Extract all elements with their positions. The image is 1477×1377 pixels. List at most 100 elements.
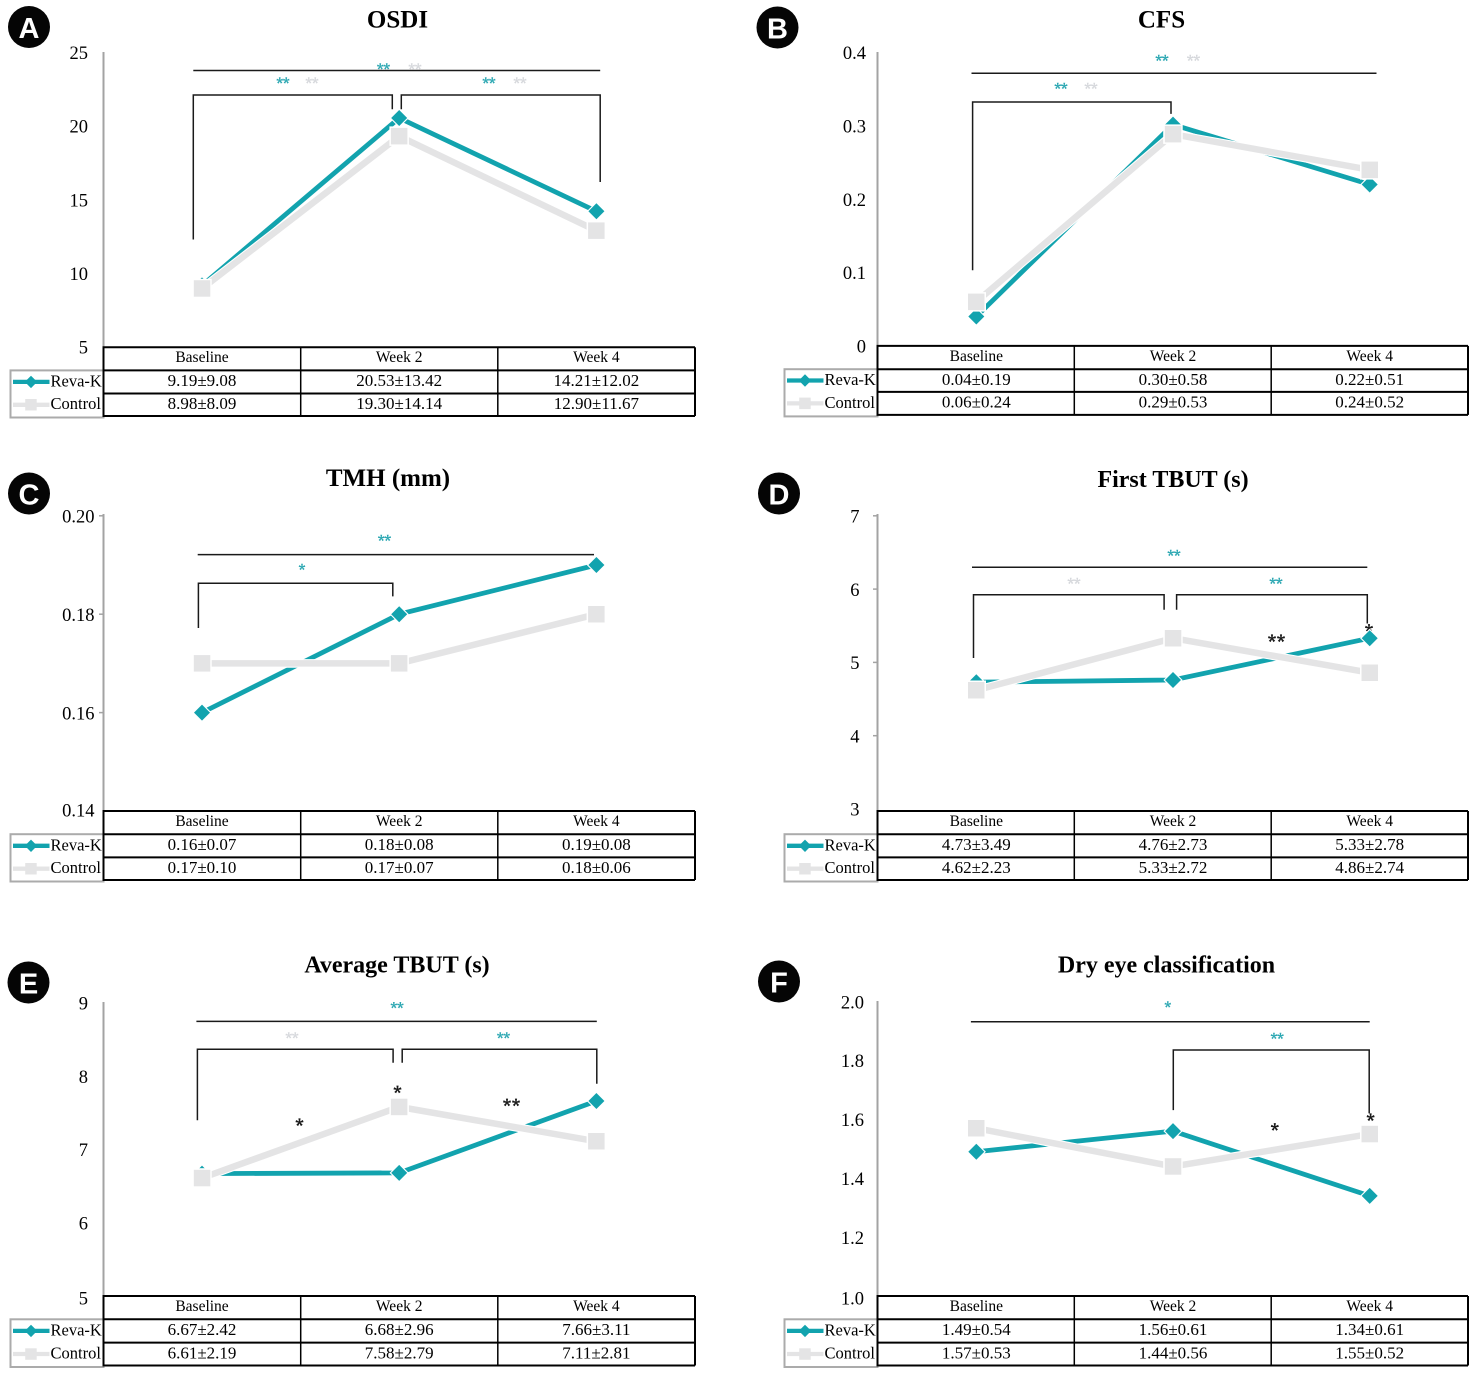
svg-text:6.67±2.42: 6.67±2.42 — [168, 1320, 237, 1339]
svg-text:F: F — [770, 968, 788, 1000]
svg-text:Week 2: Week 2 — [376, 1298, 423, 1315]
svg-text:6: 6 — [79, 1215, 88, 1235]
svg-text:E: E — [19, 969, 38, 1001]
svg-text:1.34±0.61: 1.34±0.61 — [1335, 1320, 1404, 1339]
svg-text:0.3: 0.3 — [843, 117, 866, 137]
svg-text:Reva-K: Reva-K — [51, 371, 102, 390]
svg-text:2.0: 2.0 — [841, 993, 864, 1013]
svg-text:4: 4 — [850, 728, 859, 748]
svg-text:Week 2: Week 2 — [1150, 348, 1197, 365]
svg-text:CFS: CFS — [1138, 7, 1185, 34]
svg-text:A: A — [19, 13, 40, 45]
svg-text:Average TBUT (s): Average TBUT (s) — [304, 953, 489, 979]
svg-text:20: 20 — [70, 118, 89, 138]
svg-text:6: 6 — [850, 581, 859, 601]
svg-text:First TBUT (s): First TBUT (s) — [1097, 467, 1248, 493]
svg-text:5.33±2.78: 5.33±2.78 — [1335, 835, 1404, 854]
svg-text:0.24±0.52: 0.24±0.52 — [1335, 393, 1404, 412]
svg-text:0: 0 — [857, 338, 866, 358]
svg-text:5: 5 — [850, 654, 859, 674]
svg-text:Baseline: Baseline — [175, 349, 228, 366]
svg-text:Week 2: Week 2 — [376, 813, 423, 830]
svg-text:5: 5 — [79, 339, 88, 359]
svg-text:Baseline: Baseline — [950, 348, 1003, 365]
svg-text:Reva-K: Reva-K — [825, 835, 876, 854]
svg-text:0.17±0.10: 0.17±0.10 — [168, 858, 237, 877]
svg-text:10: 10 — [70, 265, 89, 285]
svg-text:1.57±0.53: 1.57±0.53 — [942, 1343, 1011, 1362]
svg-text:0.16±0.07: 0.16±0.07 — [168, 835, 237, 854]
svg-text:14.21±12.02: 14.21±12.02 — [553, 371, 639, 390]
svg-text:7.11±2.81: 7.11±2.81 — [562, 1343, 630, 1362]
svg-text:12.90±11.67: 12.90±11.67 — [554, 394, 640, 413]
svg-text:Week 4: Week 4 — [573, 1298, 620, 1315]
svg-text:4.76±2.73: 4.76±2.73 — [1139, 835, 1208, 854]
svg-text:0.22±0.51: 0.22±0.51 — [1335, 370, 1404, 389]
svg-text:0.2: 0.2 — [843, 191, 866, 211]
svg-text:8: 8 — [79, 1068, 88, 1088]
svg-text:1.6: 1.6 — [841, 1111, 864, 1131]
svg-text:0.18±0.08: 0.18±0.08 — [365, 835, 434, 854]
svg-text:20.53±13.42: 20.53±13.42 — [356, 371, 442, 390]
svg-text:1.2: 1.2 — [841, 1229, 864, 1249]
svg-text:7.58±2.79: 7.58±2.79 — [365, 1343, 434, 1362]
svg-text:Week 2: Week 2 — [1150, 1298, 1197, 1315]
svg-text:0.4: 0.4 — [843, 44, 866, 64]
svg-text:Baseline: Baseline — [175, 813, 228, 830]
svg-text:Baseline: Baseline — [950, 1298, 1003, 1315]
svg-text:D: D — [769, 480, 790, 512]
svg-text:C: C — [19, 480, 40, 512]
svg-text:0.20: 0.20 — [62, 508, 94, 528]
svg-text:8.98±8.09: 8.98±8.09 — [168, 394, 237, 413]
svg-text:1.55±0.52: 1.55±0.52 — [1335, 1343, 1404, 1362]
svg-text:5: 5 — [79, 1289, 88, 1309]
svg-text:7: 7 — [79, 1141, 88, 1161]
svg-text:0.06±0.24: 0.06±0.24 — [942, 393, 1011, 412]
svg-text:B: B — [767, 14, 788, 46]
svg-text:Control: Control — [825, 1344, 876, 1363]
svg-text:1.44±0.56: 1.44±0.56 — [1139, 1343, 1208, 1362]
svg-text:9.19±9.08: 9.19±9.08 — [168, 371, 237, 390]
svg-text:Reva-K: Reva-K — [825, 1320, 876, 1339]
svg-text:Baseline: Baseline — [950, 813, 1003, 830]
svg-text:0.04±0.19: 0.04±0.19 — [942, 370, 1011, 389]
svg-text:Control: Control — [825, 858, 876, 877]
svg-text:19.30±14.14: 19.30±14.14 — [356, 394, 442, 413]
svg-text:9: 9 — [79, 995, 88, 1015]
svg-text:Control: Control — [825, 393, 876, 412]
svg-text:OSDI: OSDI — [367, 7, 428, 34]
svg-text:0.1: 0.1 — [843, 264, 866, 284]
svg-text:Week 2: Week 2 — [1150, 813, 1197, 830]
svg-text:Control: Control — [51, 858, 102, 877]
svg-text:0.29±0.53: 0.29±0.53 — [1139, 393, 1208, 412]
svg-text:7: 7 — [850, 508, 859, 528]
svg-text:Dry eye classification: Dry eye classification — [1058, 953, 1275, 979]
svg-text:Week 4: Week 4 — [1346, 813, 1393, 830]
svg-text:Control: Control — [51, 1344, 102, 1363]
svg-text:Week 4: Week 4 — [573, 349, 620, 366]
svg-text:0.19±0.08: 0.19±0.08 — [562, 835, 631, 854]
svg-text:Control: Control — [51, 394, 102, 413]
svg-text:Week 2: Week 2 — [376, 349, 423, 366]
svg-text:0.14: 0.14 — [62, 801, 94, 821]
svg-text:0.30±0.58: 0.30±0.58 — [1139, 370, 1208, 389]
svg-text:1.8: 1.8 — [841, 1052, 864, 1072]
svg-text:1.0: 1.0 — [841, 1289, 864, 1309]
svg-text:3: 3 — [850, 800, 859, 820]
svg-text:Week 4: Week 4 — [573, 813, 620, 830]
svg-text:0.16: 0.16 — [62, 704, 94, 724]
svg-text:0.18: 0.18 — [62, 606, 94, 626]
svg-text:TMH (mm): TMH (mm) — [326, 465, 450, 492]
svg-text:6.68±2.96: 6.68±2.96 — [365, 1320, 434, 1339]
svg-text:Reva-K: Reva-K — [825, 370, 876, 389]
svg-text:Baseline: Baseline — [175, 1298, 228, 1315]
svg-text:4.73±3.49: 4.73±3.49 — [942, 835, 1011, 854]
svg-text:4.86±2.74: 4.86±2.74 — [1335, 858, 1404, 877]
svg-text:4.62±2.23: 4.62±2.23 — [942, 858, 1011, 877]
svg-text:5.33±2.72: 5.33±2.72 — [1139, 858, 1208, 877]
svg-text:1.56±0.61: 1.56±0.61 — [1139, 1320, 1208, 1339]
svg-text:6.61±2.19: 6.61±2.19 — [168, 1343, 237, 1362]
svg-text:Reva-K: Reva-K — [51, 1320, 102, 1339]
svg-text:25: 25 — [70, 44, 89, 64]
svg-text:Week 4: Week 4 — [1346, 348, 1393, 365]
